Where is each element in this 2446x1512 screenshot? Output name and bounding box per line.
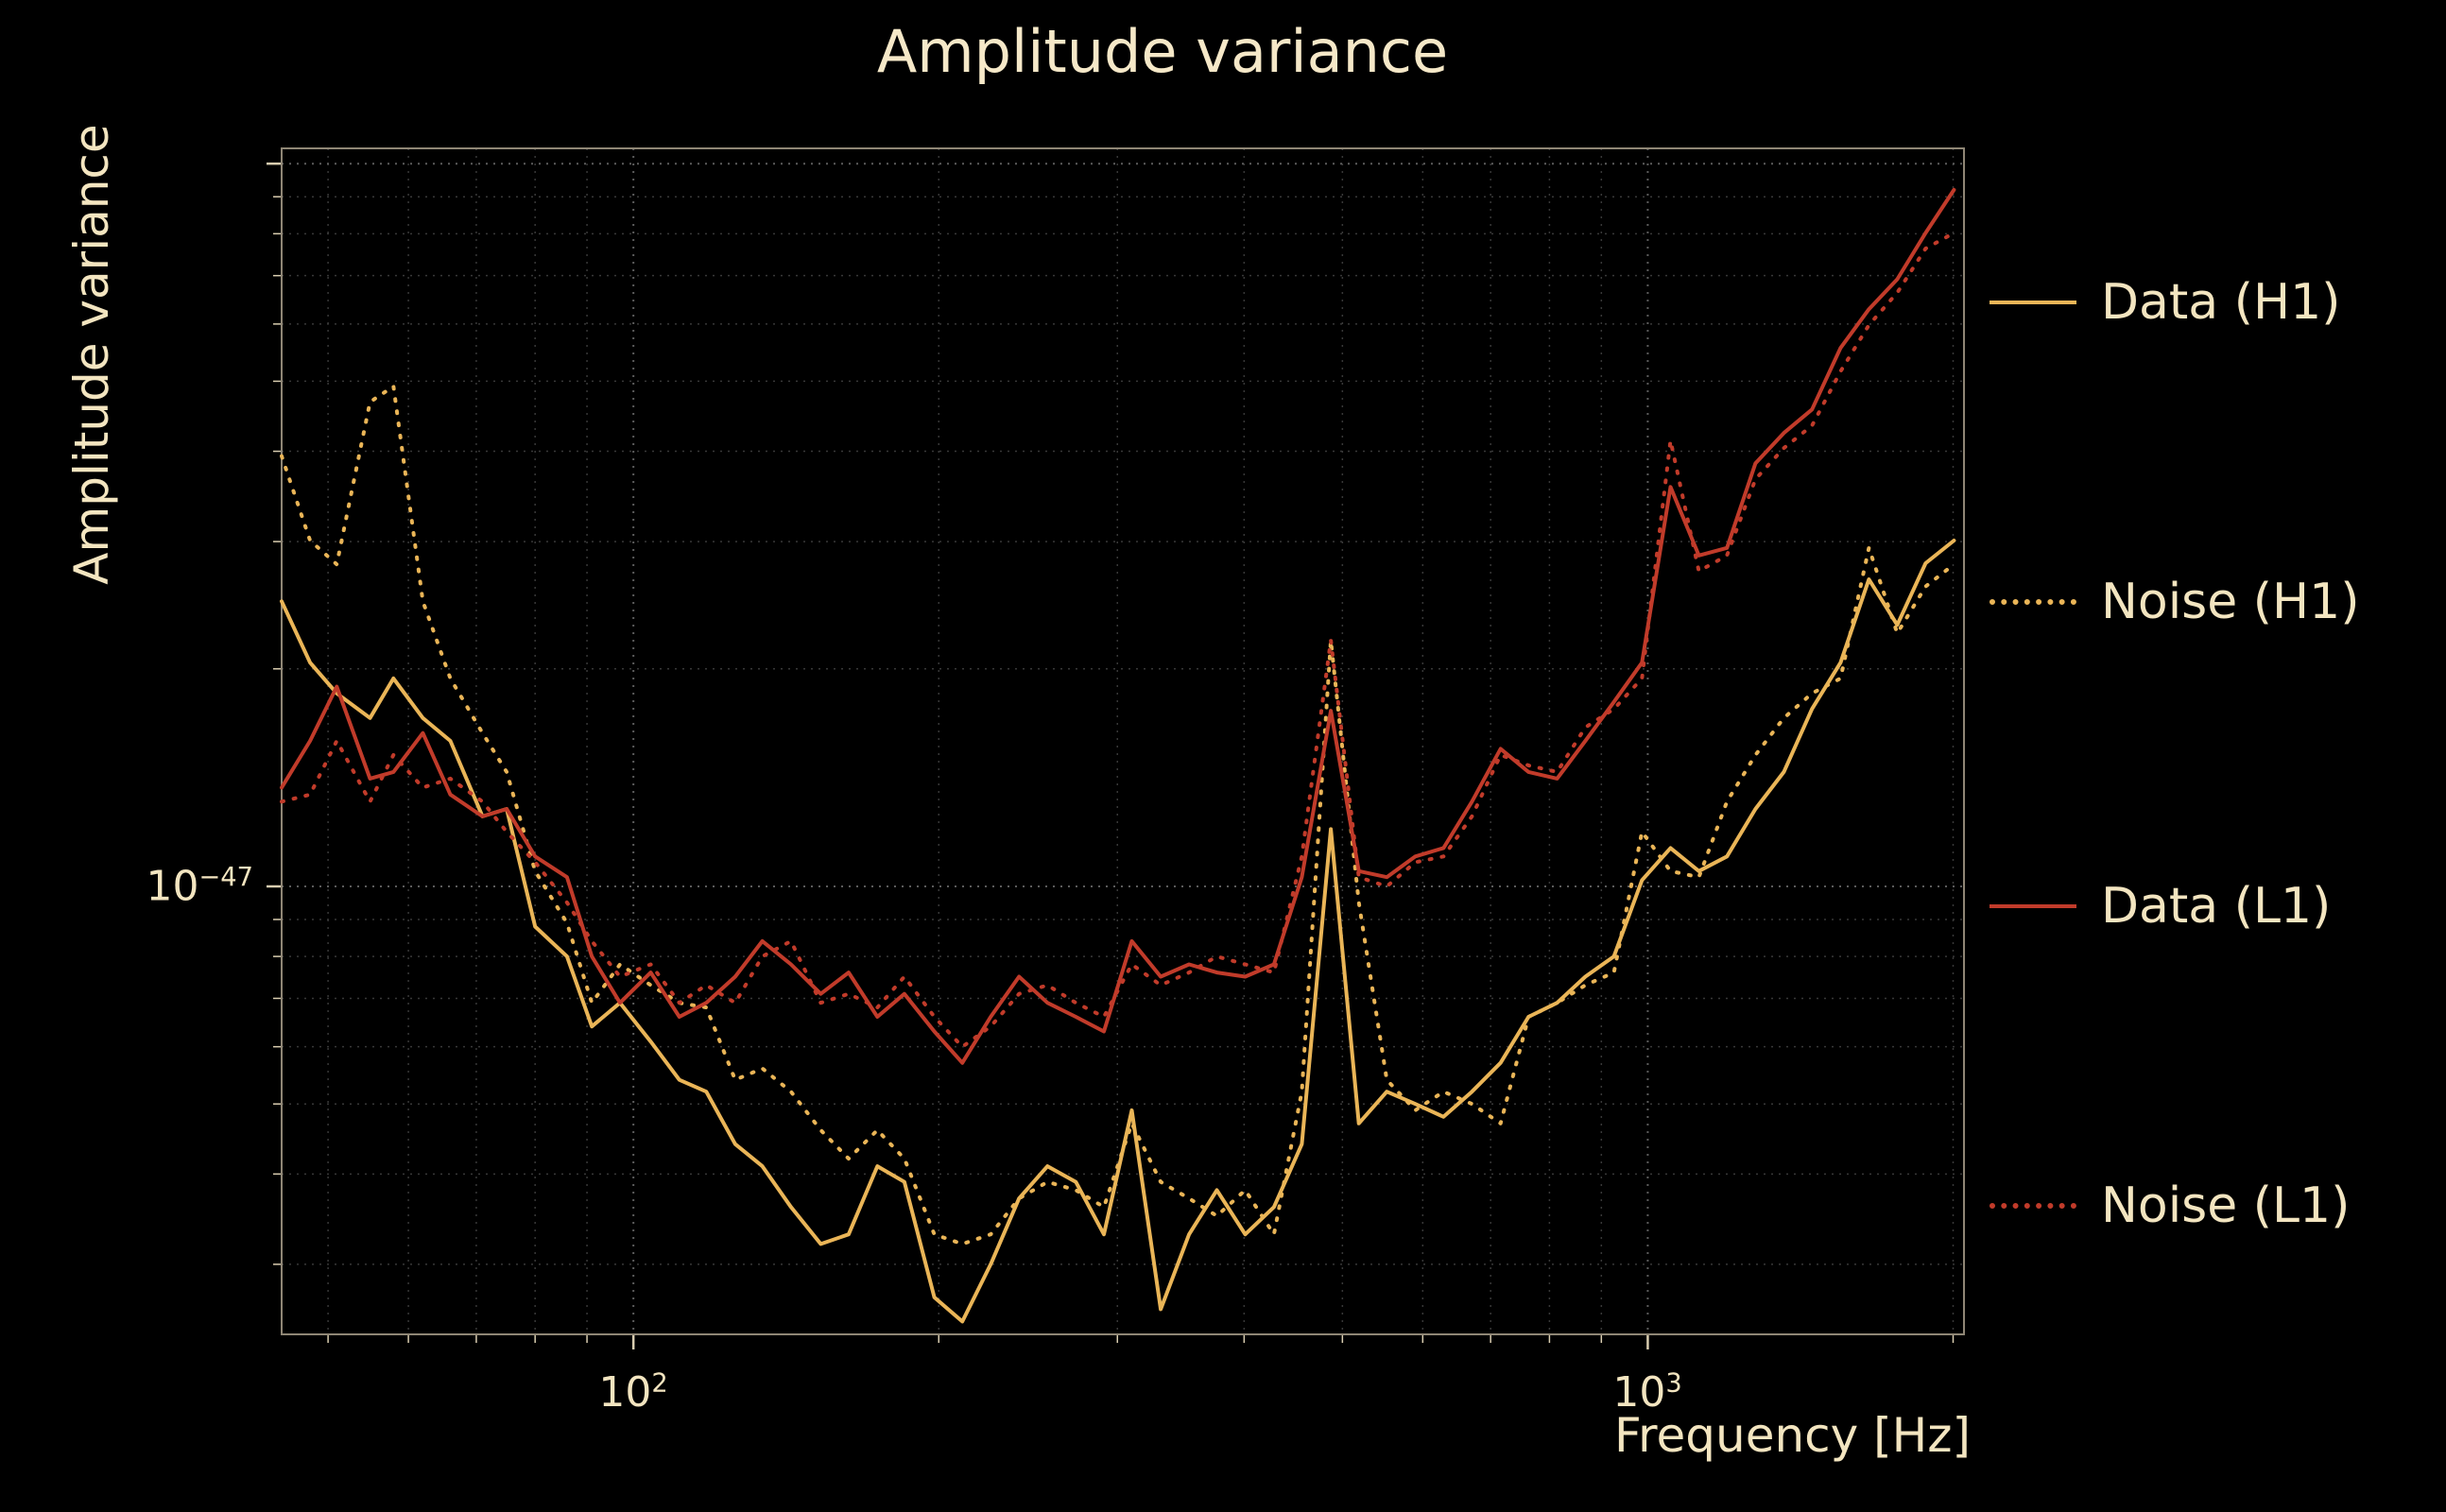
series-line-noise-h1 — [280, 384, 1956, 1246]
series-line-data-h1 — [280, 539, 1956, 1324]
y-axis-label: Amplitude variance — [64, 124, 119, 585]
legend-item-noise-l1: Noise (L1) — [1990, 1177, 2350, 1234]
tick-base: 10 — [1612, 1368, 1666, 1417]
tick-exponent: 3 — [1665, 1368, 1682, 1399]
x-axis-label: Frequency [Hz] — [1613, 1408, 1971, 1463]
tick-exponent: −47 — [198, 862, 253, 892]
y-tick-label-1e-47: 10−47 — [146, 863, 253, 911]
legend-label: Noise (H1) — [2101, 574, 2360, 630]
axes-frame — [281, 147, 1965, 1335]
legend-item-data-l1: Data (L1) — [1990, 878, 2331, 935]
x-tick-label-1000: 103 — [1612, 1368, 1681, 1417]
tick-base: 10 — [146, 862, 199, 911]
series-line-data-l1 — [280, 187, 1956, 1065]
tick-exponent: 2 — [651, 1368, 668, 1399]
series-line-noise-l1 — [280, 231, 1956, 1049]
legend-line-sample-data-h1 — [1990, 301, 2076, 304]
x-tick-label-100: 102 — [598, 1368, 667, 1417]
chart-title: Amplitude variance — [876, 17, 1449, 86]
legend: Data (H1) Noise (H1) Data (L1) Noise (L1… — [1990, 0, 2443, 1512]
legend-item-data-h1: Data (H1) — [1990, 274, 2340, 331]
tick-base: 10 — [598, 1368, 652, 1417]
legend-line-sample-data-l1 — [1990, 904, 2076, 908]
legend-label: Noise (L1) — [2101, 1177, 2351, 1234]
legend-label: Data (L1) — [2101, 878, 2332, 935]
legend-line-sample-noise-h1 — [1990, 599, 2076, 605]
legend-item-noise-h1: Noise (H1) — [1990, 574, 2360, 630]
legend-line-sample-noise-l1 — [1990, 1203, 2076, 1209]
legend-label: Data (H1) — [2101, 274, 2341, 331]
